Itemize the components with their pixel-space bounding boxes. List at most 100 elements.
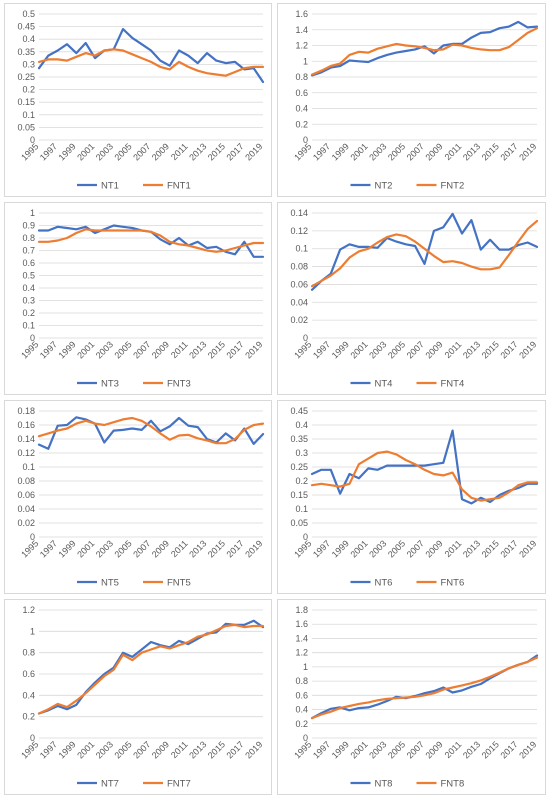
x-tick-label: 1995 xyxy=(292,339,313,360)
x-tick-label: 2011 xyxy=(169,739,190,760)
legend-label: NT7 xyxy=(101,779,119,790)
y-tick-label: 0.25 xyxy=(290,462,308,472)
series-line-fnt2 xyxy=(310,27,539,76)
legend-label: FNT5 xyxy=(167,578,191,589)
y-tick-label: 1.4 xyxy=(295,25,308,35)
x-tick-label: 2005 xyxy=(386,739,407,760)
x-tick-label: 2007 xyxy=(131,141,152,162)
y-tick-label: 0.05 xyxy=(290,518,308,528)
x-tick-label: 2017 xyxy=(225,739,246,760)
x-tick-label: 2019 xyxy=(243,538,264,559)
x-tick-label: 2011 xyxy=(443,339,464,360)
y-tick-label: 1 xyxy=(30,208,35,218)
chart-svg-2: 00.20.40.60.811.21.41.619951997199920012… xyxy=(292,9,539,192)
y-tick-label: 0 xyxy=(30,733,35,743)
y-tick-label: 0.04 xyxy=(290,297,308,307)
y-tick-label: 0.6 xyxy=(22,669,35,679)
chart-panel-5: 0 0.02 0.04 0.06 0.08 0.1 0.12 0.14 0.16 0.18 1995… xyxy=(4,400,272,594)
x-tick-label: 2013 xyxy=(461,538,482,559)
x-tick-label: 2017 xyxy=(225,538,246,559)
x-tick-label: 1995 xyxy=(292,141,313,162)
legend-label: FNT4 xyxy=(441,379,465,390)
x-tick-label: 2003 xyxy=(367,538,388,559)
x-tick-label: 2017 xyxy=(498,739,519,760)
x-tick-label: 1997 xyxy=(38,538,59,559)
series-line-nt4 xyxy=(310,212,539,291)
y-tick-label: 0.1 xyxy=(22,110,35,120)
chart-svg-8: 00.20.40.60.811.21.41.61.819951997199920… xyxy=(292,605,539,790)
chart-panel-1: 0 0.05 0.1 0.15 0.2 0.25 0.3 0.35 0.4 0.45 0.5 1995… xyxy=(4,3,272,197)
y-tick-label: 1.8 xyxy=(295,605,308,615)
y-tick-label: 0.6 xyxy=(295,88,308,98)
y-tick-label: 0.08 xyxy=(17,476,35,486)
y-tick-label: 0.1 xyxy=(22,321,35,331)
legend-label: FNT8 xyxy=(441,779,465,790)
x-tick-label: 2009 xyxy=(150,739,171,760)
y-tick-label: 0.2 xyxy=(295,119,308,129)
x-tick-label: 1997 xyxy=(38,739,59,760)
x-tick-label: 2003 xyxy=(94,538,115,559)
chart-svg-4: 0 0.02 0.04 0.06 0.08 0.1 0.12 0.14 199519971999… xyxy=(290,208,539,390)
x-tick-label: 1999 xyxy=(330,739,351,760)
x-tick-label: 2009 xyxy=(423,141,444,162)
y-tick-label: 0.5 xyxy=(22,271,35,281)
x-tick-label: 2007 xyxy=(131,538,152,559)
chart-panel-3: 0 0.1 0.2 0.3 0.4 0.5 0.6 0.7 0.8 0.9 1 1995 1997 199… xyxy=(4,202,272,395)
legend-label: NT3 xyxy=(101,379,119,390)
y-tick-label: 0.7 xyxy=(22,246,35,256)
y-tick-label: 1.2 xyxy=(295,41,308,51)
y-tick-label: 0 xyxy=(303,532,308,542)
x-tick-label: 2007 xyxy=(405,538,426,559)
x-tick-label: 2005 xyxy=(386,141,407,162)
series-line-fnt7 xyxy=(37,623,265,715)
chart-panel-6: 0 0.05 0.1 0.15 0.2 0.25 0.3 0.35 0.4 0.45 1995 199… xyxy=(277,400,546,594)
y-tick-label: 0.6 xyxy=(295,690,308,700)
y-tick-label: 0 xyxy=(303,733,308,743)
x-tick-label: 1995 xyxy=(292,538,313,559)
x-tick-label: 2001 xyxy=(348,538,369,559)
y-tick-label: 0.15 xyxy=(17,97,35,107)
y-tick-label: 0.45 xyxy=(290,406,308,416)
x-tick-label: 2009 xyxy=(423,339,444,360)
y-tick-label: 0.14 xyxy=(17,434,35,444)
y-tick-label: 0.3 xyxy=(22,296,35,306)
x-tick-label: 1999 xyxy=(57,538,78,559)
x-tick-label: 2001 xyxy=(75,739,96,760)
y-tick-label: 0.02 xyxy=(17,518,35,528)
series-line-nt5 xyxy=(37,416,265,450)
x-tick-label: 1999 xyxy=(330,339,351,360)
x-tick-label: 2001 xyxy=(348,339,369,360)
x-tick-label: 2013 xyxy=(461,339,482,360)
x-tick-label: 2011 xyxy=(443,739,464,760)
y-tick-label: 1 xyxy=(303,56,308,66)
y-tick-label: 0.12 xyxy=(290,226,308,236)
x-tick-label: 2015 xyxy=(206,739,227,760)
y-tick-label: 0.35 xyxy=(290,434,308,444)
legend-label: NT2 xyxy=(375,181,393,192)
x-tick-label: 2015 xyxy=(206,339,227,360)
x-tick-label: 2015 xyxy=(480,739,501,760)
y-tick-label: 1.4 xyxy=(295,633,308,643)
x-tick-label: 2005 xyxy=(113,339,134,360)
x-tick-label: 2007 xyxy=(405,739,426,760)
y-tick-label: 0.02 xyxy=(290,315,308,325)
y-tick-label: 0.15 xyxy=(290,490,308,500)
x-tick-label: 1999 xyxy=(330,141,351,162)
x-tick-label: 2019 xyxy=(517,141,538,162)
legend-label: NT6 xyxy=(375,578,393,589)
legend-label: NT5 xyxy=(101,578,119,589)
y-tick-label: 0.2 xyxy=(22,712,35,722)
y-tick-label: 0.06 xyxy=(290,279,308,289)
x-tick-label: 2005 xyxy=(386,538,407,559)
chart-panel-2: 0 0.2 0.4 0.6 0.8 1 1.2 1.4 1.6 1995 1997 1999 2001 2… xyxy=(277,3,546,197)
x-tick-label: 2017 xyxy=(225,141,246,162)
series-line-fnt8 xyxy=(310,656,539,720)
series-line-nt3 xyxy=(37,224,265,258)
x-tick-label: 2011 xyxy=(443,538,464,559)
y-tick-label: 0.8 xyxy=(22,648,35,658)
x-tick-label: 1999 xyxy=(57,141,78,162)
x-tick-label: 1997 xyxy=(311,339,332,360)
y-tick-label: 0.9 xyxy=(22,221,35,231)
x-tick-label: 2015 xyxy=(206,538,227,559)
legend-label: NT8 xyxy=(375,779,393,790)
